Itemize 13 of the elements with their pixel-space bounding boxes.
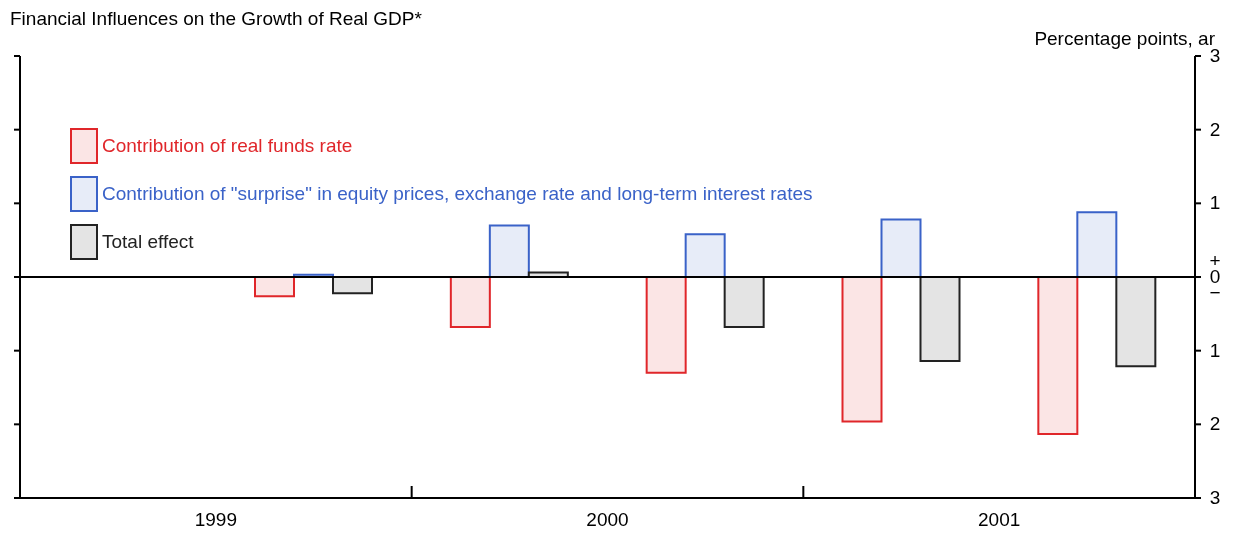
x-tick-label: 1999 [194, 509, 237, 530]
y-tick-label: 2 [1209, 118, 1221, 140]
x-tick-label: 2000 [586, 509, 629, 530]
y-tick-label: + 0 − [1209, 250, 1221, 303]
x-tick-label: 2001 [978, 509, 1021, 530]
y-tick-label: 3 [1209, 487, 1221, 508]
y-tick-label: 1 [1209, 192, 1221, 214]
legend-label: Total effect [102, 231, 194, 253]
legend-label: Contribution of "surprise" in equity prices, exchange rate and long-term interest rates [102, 183, 813, 205]
y-tick-label: 2 [1209, 413, 1221, 435]
chart-title: Financial Influences on the Growth of Real GDP* [10, 8, 422, 30]
y-tick-label: 1 [1209, 339, 1221, 361]
legend-label: Contribution of real funds rate [102, 135, 353, 157]
